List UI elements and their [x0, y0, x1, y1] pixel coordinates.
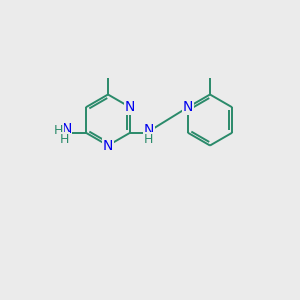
- Text: N: N: [103, 139, 113, 152]
- Text: N: N: [183, 100, 193, 114]
- Text: N: N: [61, 122, 72, 136]
- Text: N: N: [125, 100, 135, 114]
- Text: H: H: [54, 124, 63, 137]
- Text: H: H: [143, 133, 153, 146]
- Text: H: H: [60, 133, 70, 146]
- Text: N: N: [144, 123, 154, 137]
